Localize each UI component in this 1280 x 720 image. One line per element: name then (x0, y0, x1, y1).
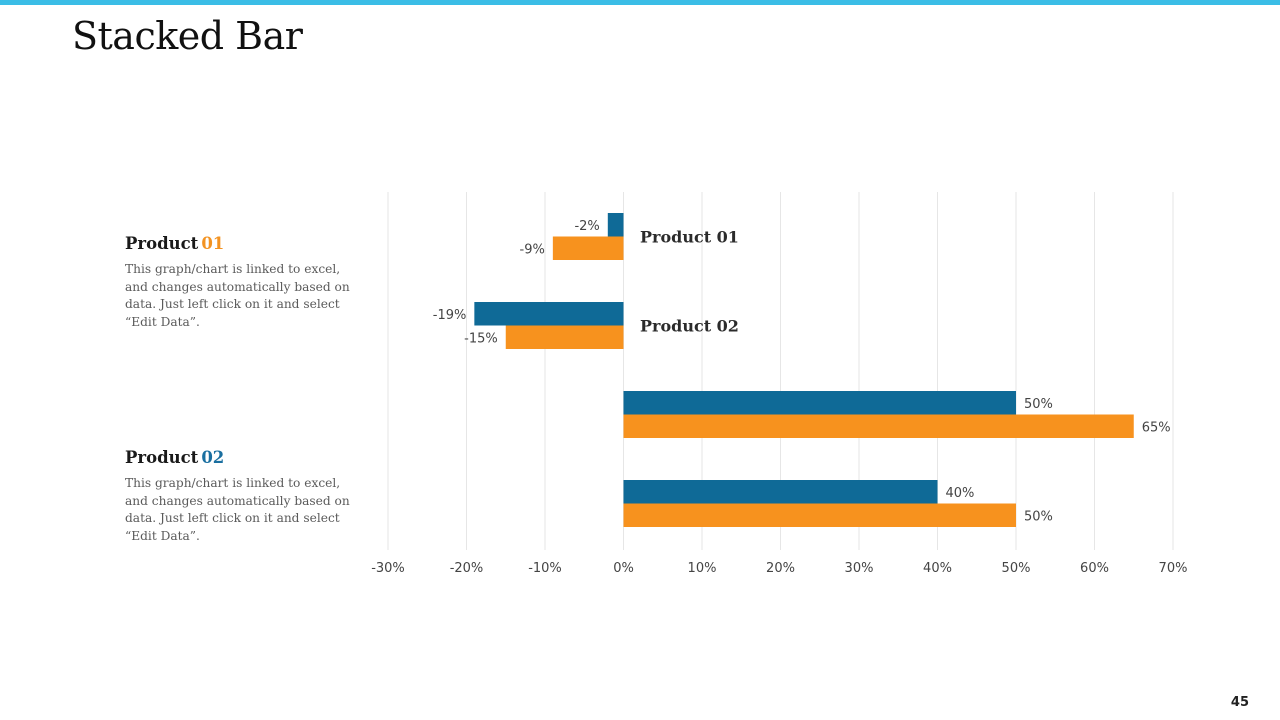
x-tick-label: -10% (528, 561, 562, 576)
x-tick-label: 50% (1002, 561, 1031, 576)
x-tick-label: 60% (1080, 561, 1109, 576)
x-tick-label: 10% (688, 561, 717, 576)
data-label: 50% (1024, 509, 1053, 524)
bar (505, 325, 624, 349)
x-tick-label: -30% (371, 561, 405, 576)
x-tick-label: 0% (613, 561, 634, 576)
slide-title: Stacked Bar (72, 14, 303, 58)
bar (552, 236, 624, 260)
data-label: 40% (946, 486, 975, 501)
bar (474, 302, 624, 326)
data-label: -9% (520, 242, 545, 257)
data-label: 65% (1142, 420, 1171, 435)
legend-number: 01 (201, 234, 225, 253)
page-number: 45 (1230, 695, 1249, 710)
x-tick-label: -20% (450, 561, 484, 576)
legend-name: Product (125, 234, 199, 253)
category-label: Product 02 (640, 317, 739, 336)
x-tick-label: 30% (845, 561, 874, 576)
data-label: 50% (1024, 397, 1053, 412)
data-label: -19% (433, 308, 467, 323)
bar (607, 213, 624, 237)
category-label: Product 01 (640, 228, 739, 247)
x-tick-label: 70% (1159, 561, 1188, 576)
x-tick-label: 40% (923, 561, 952, 576)
bar (623, 480, 938, 504)
legend-product-02: Product 02 This graph/chart is linked to … (125, 448, 355, 545)
bar (623, 503, 1016, 527)
bar (623, 391, 1016, 415)
data-label: -2% (574, 219, 599, 234)
legend-number: 02 (201, 448, 225, 467)
x-tick-label: 20% (766, 561, 795, 576)
bar (623, 414, 1134, 438)
legend-heading: Product 02 (125, 448, 355, 467)
legend-name: Product (125, 448, 199, 467)
legend-description: This graph/chart is linked to excel, and… (125, 476, 350, 543)
legend-description: This graph/chart is linked to excel, and… (125, 262, 350, 329)
accent-top-bar (0, 0, 1280, 5)
legend-product-01: Product 01 This graph/chart is linked to … (125, 234, 355, 331)
data-label: -15% (464, 331, 498, 346)
legend-heading: Product 01 (125, 234, 355, 253)
